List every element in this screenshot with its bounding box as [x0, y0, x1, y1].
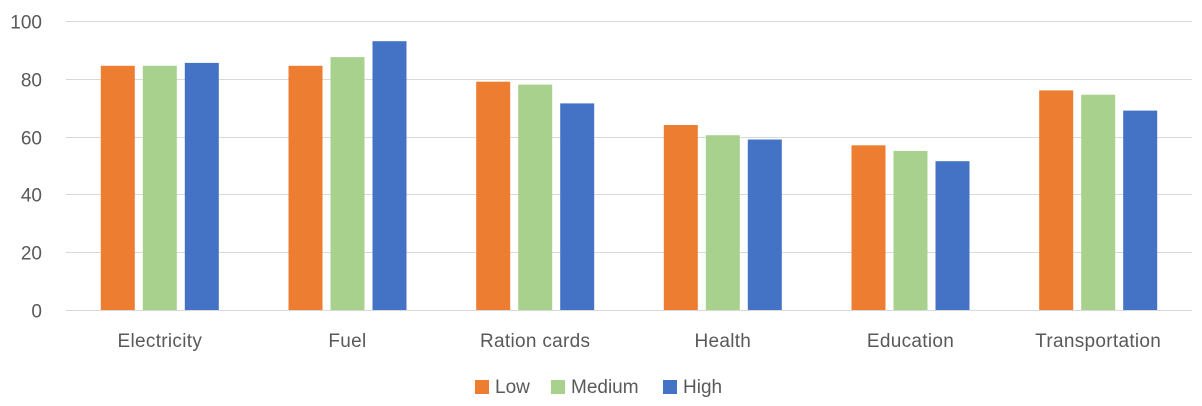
x-category-label: Ration cards — [480, 331, 590, 352]
bar-low-electricity — [100, 65, 135, 310]
y-tick-label: 100 — [10, 13, 42, 34]
legend-label-high: High — [683, 377, 722, 398]
y-tick-label: 40 — [21, 186, 42, 207]
bar-low-transportation — [1039, 90, 1074, 311]
legend-swatch-high — [663, 380, 677, 394]
y-tick-label: 20 — [21, 244, 42, 265]
bar-high-transportation — [1123, 110, 1158, 310]
bars — [100, 41, 1158, 311]
bar-high-ration-cards — [560, 103, 595, 311]
legend-label-medium: Medium — [571, 377, 639, 398]
legend-swatch-low — [475, 380, 489, 394]
y-axis-ticks: 0 20 40 60 80 100 — [10, 13, 42, 323]
bar-high-health — [747, 139, 782, 310]
y-tick-label: 80 — [21, 71, 42, 92]
y-tick-label: 0 — [31, 302, 42, 323]
x-category-label: Electricity — [118, 331, 203, 352]
bar-medium-transportation — [1081, 94, 1116, 310]
bar-medium-ration-cards — [518, 84, 553, 310]
bar-high-electricity — [184, 62, 219, 311]
y-tick-label: 60 — [21, 129, 42, 150]
bar-low-ration-cards — [476, 81, 511, 310]
bar-high-education — [935, 161, 970, 310]
x-axis-categories: Electricity Fuel Ration cards Health Educati… — [118, 331, 1161, 352]
bar-low-health — [663, 125, 698, 310]
x-category-label: Transportation — [1035, 331, 1161, 352]
legend-label-low: Low — [495, 377, 530, 398]
bar-medium-health — [705, 135, 740, 310]
bar-high-fuel — [372, 41, 407, 310]
bar-medium-electricity — [142, 65, 177, 310]
x-category-label: Education — [867, 331, 954, 352]
bar-low-fuel — [288, 65, 323, 310]
legend: Low Medium High — [475, 377, 722, 398]
x-category-label: Fuel — [328, 331, 366, 352]
x-category-label: Health — [694, 331, 751, 352]
bar-low-education — [851, 145, 886, 310]
bar-medium-fuel — [330, 57, 365, 310]
bar-medium-education — [893, 151, 928, 310]
legend-swatch-medium — [551, 380, 565, 394]
gridlines — [66, 21, 1192, 311]
